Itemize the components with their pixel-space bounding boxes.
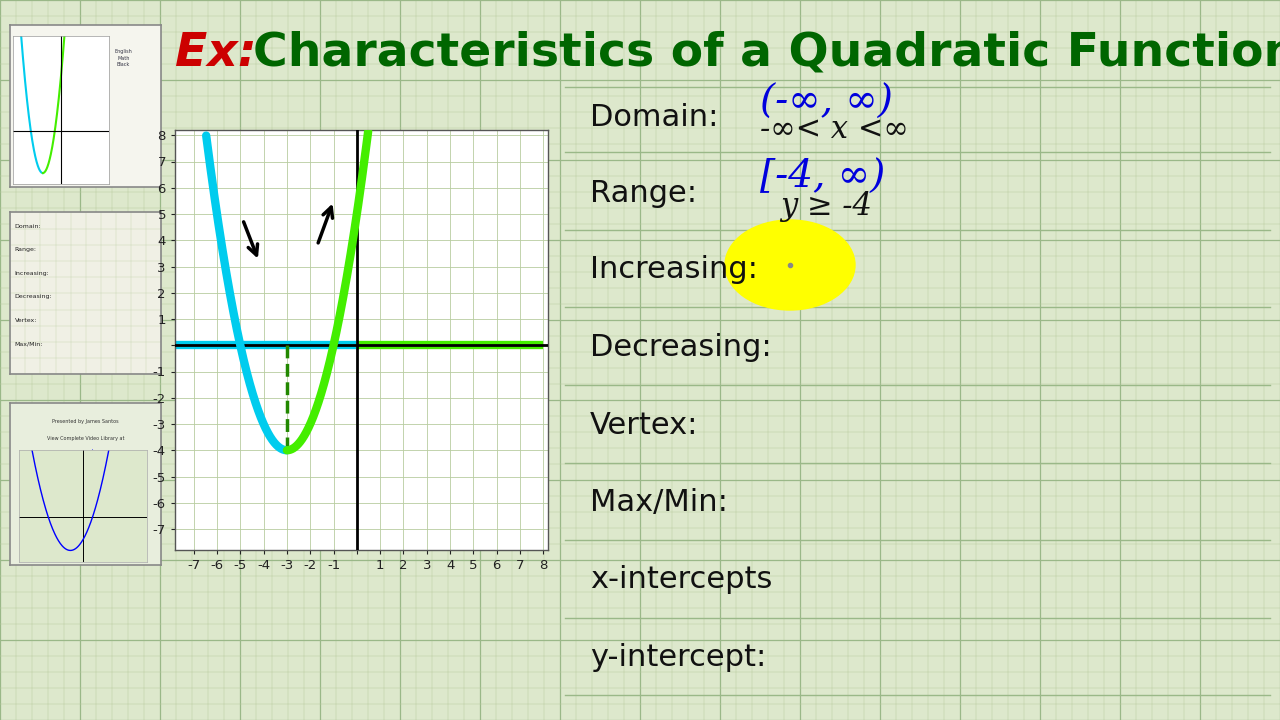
Text: Domain:: Domain: bbox=[590, 102, 718, 132]
Text: Increasing:: Increasing: bbox=[590, 256, 758, 284]
Ellipse shape bbox=[724, 220, 855, 310]
Text: y-intercept:: y-intercept: bbox=[590, 642, 767, 672]
Text: Vertex:: Vertex: bbox=[15, 318, 37, 323]
Text: Max/Min:: Max/Min: bbox=[590, 488, 728, 518]
Text: y ≥ -4: y ≥ -4 bbox=[780, 192, 872, 222]
Text: Characteristics of a Quadratic Function: Characteristics of a Quadratic Function bbox=[220, 30, 1280, 76]
Text: English
Math
Black: English Math Black bbox=[115, 50, 132, 67]
Text: Ex:: Ex: bbox=[175, 30, 256, 76]
Text: Presented by James Santos: Presented by James Santos bbox=[52, 419, 119, 424]
Text: www.example.com: www.example.com bbox=[63, 449, 109, 454]
Text: Vertex:: Vertex: bbox=[590, 410, 699, 439]
Text: View Complete Video Library at: View Complete Video Library at bbox=[47, 436, 124, 441]
Text: Increasing:: Increasing: bbox=[15, 271, 50, 276]
Text: Range:: Range: bbox=[15, 247, 37, 252]
Text: -∞< x <∞: -∞< x <∞ bbox=[760, 114, 909, 145]
Text: [-4, ∞): [-4, ∞) bbox=[760, 158, 886, 196]
Text: Max/Min:: Max/Min: bbox=[15, 341, 44, 346]
Text: Decreasing:: Decreasing: bbox=[15, 294, 52, 300]
Text: (-∞, ∞): (-∞, ∞) bbox=[760, 84, 893, 120]
Text: Domain:: Domain: bbox=[15, 224, 41, 229]
Text: Decreasing:: Decreasing: bbox=[590, 333, 772, 362]
Text: Range:: Range: bbox=[590, 179, 698, 207]
Text: x-intercepts: x-intercepts bbox=[590, 564, 772, 593]
